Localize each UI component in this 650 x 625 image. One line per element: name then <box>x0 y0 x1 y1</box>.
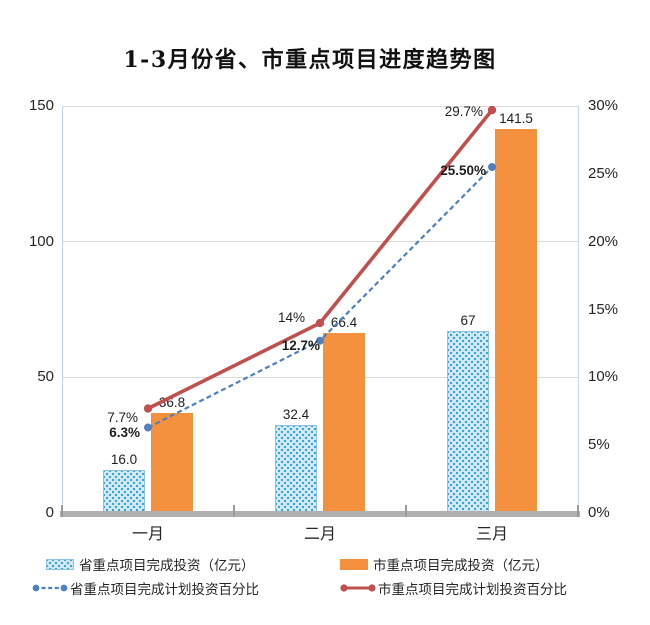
right-axis-tick-25%: 25% <box>588 164 619 182</box>
pct-label-s2-二月: 12.7% <box>281 337 320 353</box>
gridline-100 <box>62 241 578 243</box>
x-axis-label-一月: 一月 <box>131 526 164 543</box>
right-axis-tick-10%: 10% <box>588 368 619 386</box>
x-axis-band-tick <box>233 505 235 517</box>
left-axis-tick-100: 100 <box>28 232 54 250</box>
marker-s3-一月 <box>143 404 153 413</box>
gridline-150 <box>62 105 578 107</box>
x-axis-band-tick <box>405 505 407 517</box>
right-axis-tick-20%: 20% <box>588 232 619 250</box>
marker-s3-二月 <box>315 318 325 328</box>
bar-label-s0-三月: 67 <box>460 313 476 329</box>
bar-s1-一月 <box>151 413 193 513</box>
legend-item-municipal-investment: 市重点项目完成投资（亿元） <box>340 554 549 574</box>
municipal-bar-swatch-icon <box>340 558 368 570</box>
right-axis-tick-15%: 15% <box>588 300 619 318</box>
left-axis-tick-150: 150 <box>28 97 54 114</box>
legend-label-provincial-investment: 省重点项目完成投资（亿元） <box>79 558 255 573</box>
provincial-line-swatch-icon <box>32 584 68 592</box>
municipal-line-swatch-icon <box>340 584 376 592</box>
bar-label-s0-二月: 32.4 <box>282 407 310 423</box>
marker-s2-一月 <box>144 423 152 432</box>
bar-s0-三月 <box>447 331 489 513</box>
right-axis-line <box>578 106 579 513</box>
left-axis-tick-0: 0 <box>45 504 54 521</box>
pct-label-s3-一月: 7.7% <box>107 409 138 425</box>
bar-s0-二月 <box>275 425 317 513</box>
bar-label-s1-二月: 66.4 <box>330 314 358 330</box>
gridline-50 <box>62 376 578 378</box>
legend-label-provincial-percent: 省重点项目完成计划投资百分比 <box>70 582 259 597</box>
marker-s2-二月 <box>316 336 324 345</box>
bar-label-s0-一月: 16.0 <box>110 451 138 467</box>
right-axis-tick-5%: 5% <box>588 436 610 454</box>
pct-label-s2-一月: 6.3% <box>109 424 140 440</box>
x-axis-label-三月: 三月 <box>475 526 508 543</box>
bar-s1-二月 <box>323 332 365 513</box>
provincial-bar-swatch-icon <box>46 558 74 570</box>
bar-s1-三月 <box>495 129 537 513</box>
bar-s0-一月 <box>103 469 145 513</box>
x-axis-band-tick <box>577 505 579 517</box>
pct-label-s3-二月: 14% <box>277 310 305 326</box>
x-axis-band <box>60 511 580 517</box>
line-s3 <box>147 108 494 411</box>
right-axis-tick-0%: 0% <box>588 504 610 521</box>
x-axis-band-tick <box>61 505 63 517</box>
bar-label-s1-三月: 141.5 <box>499 111 533 127</box>
legend-item-provincial-percent: 省重点项目完成计划投资百分比 <box>31 578 259 598</box>
legend-label-municipal-percent: 市重点项目完成计划投资百分比 <box>378 582 567 597</box>
pct-label-s3-三月: 29.7% <box>444 104 483 120</box>
right-axis-tick-30%: 30% <box>588 97 619 114</box>
legend-item-provincial-investment: 省重点项目完成投资（亿元） <box>46 554 255 574</box>
legend-item-municipal-percent: 市重点项目完成计划投资百分比 <box>339 578 567 598</box>
chart-title: 1-3月份省、市重点项目进度趋势图 <box>123 47 497 73</box>
marker-s2-三月 <box>488 163 496 172</box>
x-axis-label-二月: 二月 <box>303 526 336 543</box>
pct-label-s2-三月: 25.50% <box>440 163 486 179</box>
marker-s3-三月 <box>487 105 497 115</box>
legend-label-municipal-investment: 市重点项目完成投资（亿元） <box>373 558 549 573</box>
line-s2 <box>147 166 493 429</box>
left-axis-tick-50: 50 <box>37 368 54 386</box>
left-axis-line <box>62 106 63 513</box>
